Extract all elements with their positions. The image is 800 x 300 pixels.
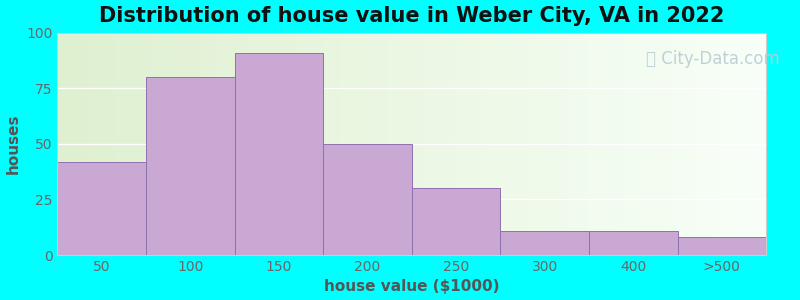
Bar [146, 77, 234, 255]
Text: ⓘ City-Data.com: ⓘ City-Data.com [646, 50, 779, 68]
Bar [323, 144, 412, 255]
Bar [500, 231, 589, 255]
X-axis label: house value ($1000): house value ($1000) [324, 279, 499, 294]
Bar [412, 188, 500, 255]
Y-axis label: houses: houses [6, 114, 21, 174]
Bar [589, 231, 678, 255]
Title: Distribution of house value in Weber City, VA in 2022: Distribution of house value in Weber Cit… [99, 6, 725, 26]
Bar [678, 237, 766, 255]
Bar [234, 53, 323, 255]
Bar [58, 162, 146, 255]
